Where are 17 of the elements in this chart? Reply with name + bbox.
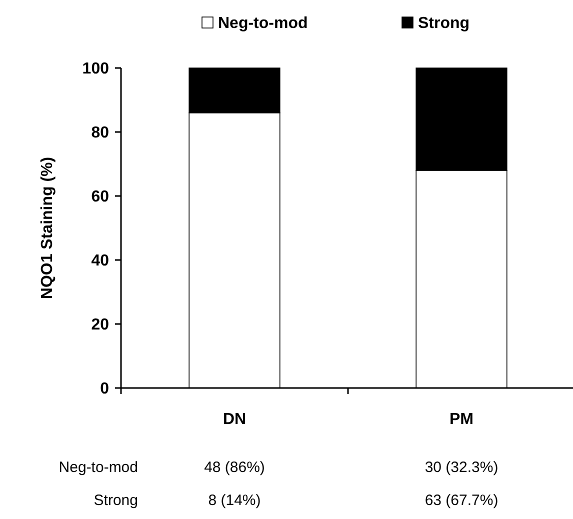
- y-tick-label: 60: [91, 188, 110, 206]
- y-axis-title: NQO1 Staining (%): [39, 156, 56, 300]
- x-tick-label: PM: [450, 411, 474, 428]
- y-tick-label: 100: [82, 60, 110, 78]
- text: 63 (67.7%): [424, 492, 498, 509]
- text: Strong: [94, 492, 138, 509]
- legend-label: Strong: [418, 15, 470, 32]
- legend-label: Neg-to-mod: [218, 15, 308, 32]
- x-tick-label: DN: [222, 411, 246, 428]
- y-tick-label: 80: [91, 124, 110, 142]
- text: 48 (86%): [204, 459, 265, 476]
- text: 8 (14%): [208, 492, 261, 509]
- y-tick-label: 40: [91, 252, 110, 270]
- text: 30 (32.3%): [424, 459, 498, 476]
- y-tick-label: 0: [100, 380, 110, 398]
- y-tick-label: 20: [91, 316, 110, 334]
- text: Neg-to-mod: [58, 459, 138, 476]
